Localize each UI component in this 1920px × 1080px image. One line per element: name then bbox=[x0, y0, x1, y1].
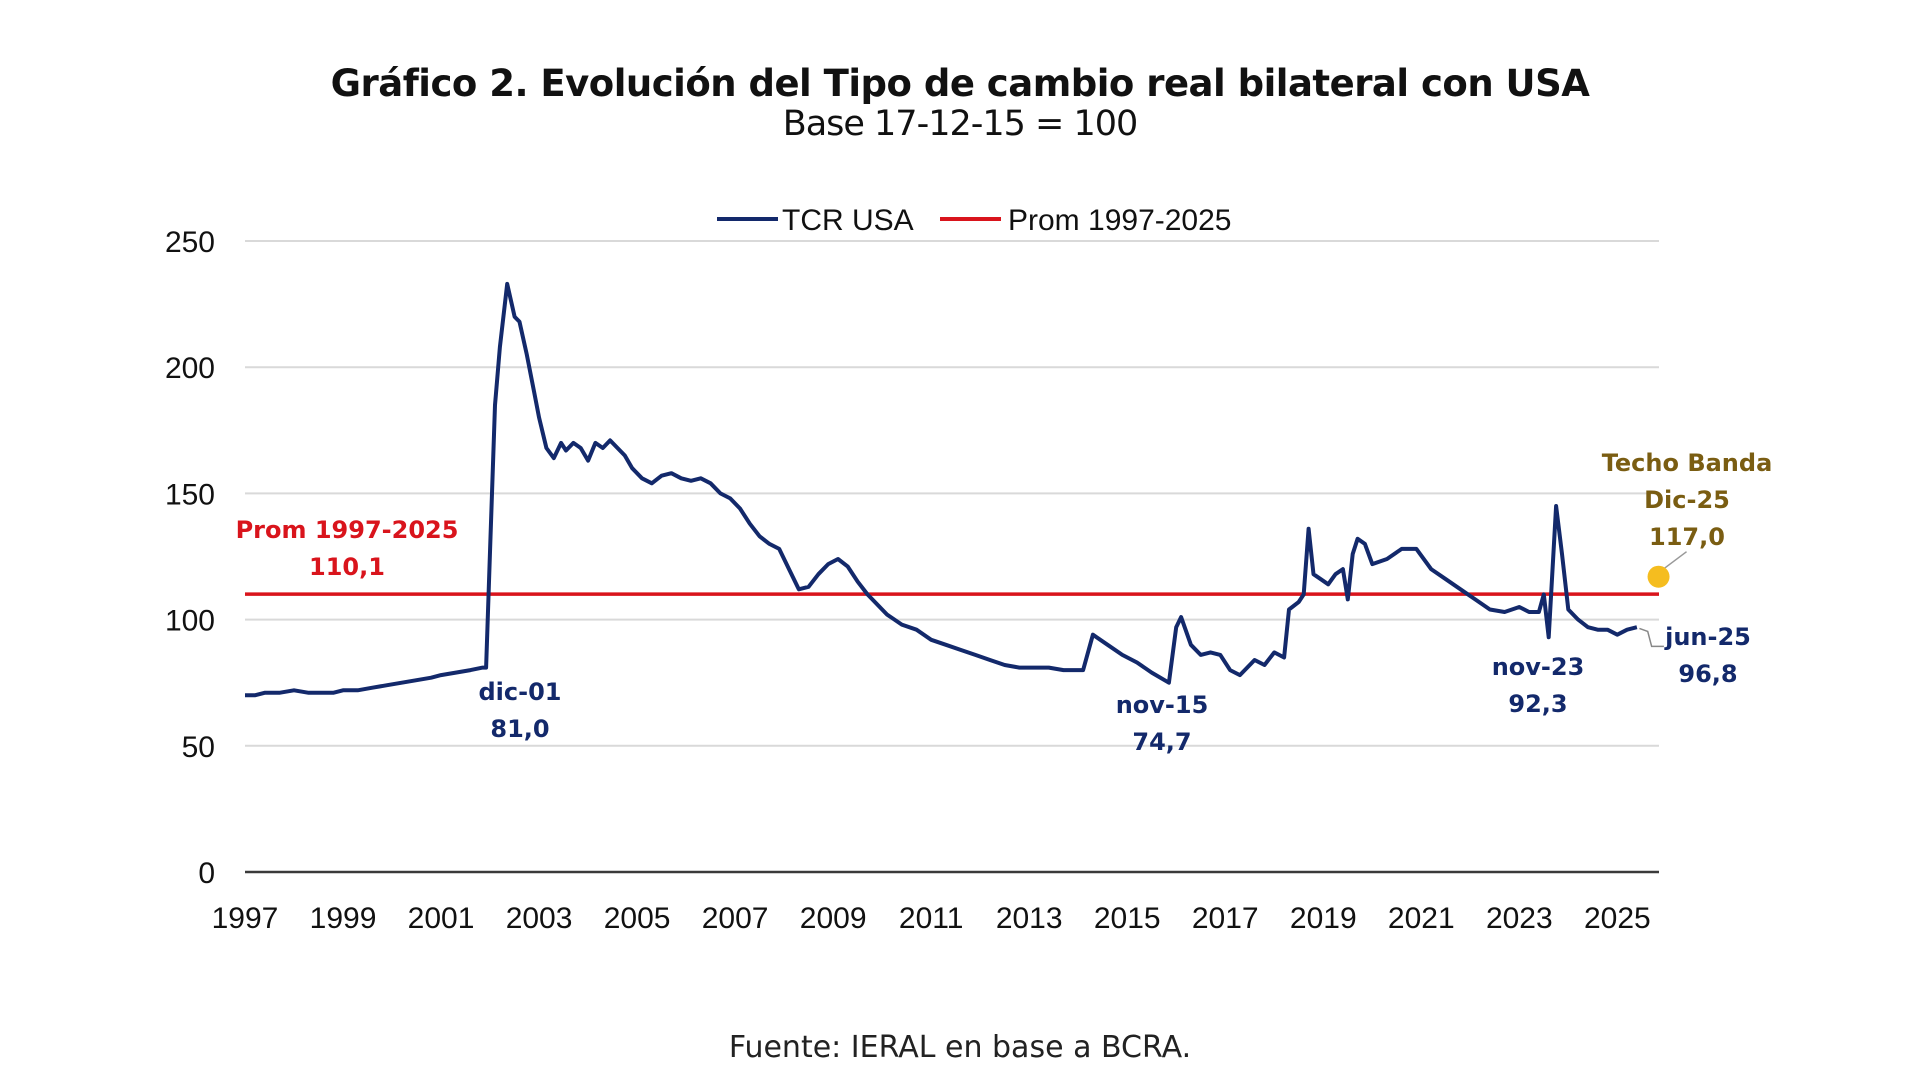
x-tick-label: 1997 bbox=[212, 902, 279, 935]
annotation-nov23-line: 92,3 bbox=[1508, 690, 1567, 718]
x-axis-ticks: 1997 1999 2001 2003 2005 2007 2009 2011 2013 2015… bbox=[212, 902, 1651, 935]
x-tick-label: 2017 bbox=[1192, 902, 1259, 935]
y-tick-label: 250 bbox=[165, 226, 215, 259]
x-tick-label: 2015 bbox=[1094, 902, 1161, 935]
legend-label-prom: Prom 1997-2025 bbox=[1008, 204, 1231, 237]
source-note: Fuente: IERAL en base a BCRA. bbox=[728, 1030, 1192, 1065]
y-axis-ticks: 0 50 100 150 200 250 bbox=[165, 226, 215, 890]
annotation-jun25-line: 96,8 bbox=[1678, 660, 1737, 688]
series-line-tcr-usa bbox=[245, 281, 1638, 698]
gridlines bbox=[245, 240, 1659, 747]
x-tick-label: 2025 bbox=[1584, 902, 1651, 935]
chart-title: Gráfico 2. Evolución del Tipo de cambio … bbox=[330, 62, 1590, 105]
x-tick-label: 1999 bbox=[310, 902, 377, 935]
annotation-techo: Techo Banda Dic-25 117,0 bbox=[1602, 449, 1773, 551]
chart-subtitle: Base 17-12-15 = 100 bbox=[782, 104, 1139, 144]
annotation-prom-line: 110,1 bbox=[309, 553, 385, 581]
y-tick-label: 50 bbox=[182, 731, 215, 764]
x-tick-label: 2001 bbox=[408, 902, 475, 935]
annotation-nov15-line: nov-15 bbox=[1116, 691, 1209, 719]
x-tick-label: 2011 bbox=[899, 902, 964, 935]
annotation-nov15-line: 74,7 bbox=[1132, 728, 1191, 756]
annotation-prom: Prom 1997-2025 110,1 bbox=[236, 516, 459, 581]
annotation-techo-line: Dic-25 bbox=[1644, 486, 1730, 514]
y-tick-label: 0 bbox=[198, 857, 215, 890]
annotation-dic01-line: dic-01 bbox=[479, 678, 562, 706]
annotation-jun25-line: jun-25 bbox=[1664, 623, 1751, 651]
x-tick-label: 2023 bbox=[1486, 902, 1553, 935]
y-tick-label: 150 bbox=[165, 478, 215, 511]
x-tick-label: 2013 bbox=[996, 902, 1063, 935]
annotations: Prom 1997-2025110,1dic-0181,0nov-1574,7n… bbox=[236, 449, 1773, 756]
techo-banda-point bbox=[1647, 565, 1670, 588]
annotation-nov23: nov-23 92,3 bbox=[1492, 653, 1585, 718]
annotation-dic01: dic-01 81,0 bbox=[479, 678, 562, 743]
annotation-techo-line: 117,0 bbox=[1649, 523, 1725, 551]
annotation-techo-line: Techo Banda bbox=[1602, 449, 1773, 477]
x-tick-label: 2007 bbox=[702, 902, 769, 935]
annotation-nov15: nov-15 74,7 bbox=[1116, 691, 1209, 756]
x-tick-label: 2005 bbox=[604, 902, 671, 935]
leader-line-jun25 bbox=[1639, 627, 1664, 648]
annotation-prom-line: Prom 1997-2025 bbox=[236, 516, 459, 544]
x-tick-label: 2021 bbox=[1388, 902, 1455, 935]
annotation-jun25: jun-25 96,8 bbox=[1664, 623, 1751, 688]
annotation-nov23-line: nov-23 bbox=[1492, 653, 1585, 681]
x-tick-label: 2009 bbox=[800, 902, 867, 935]
legend-label-tcr-usa: TCR USA bbox=[782, 204, 914, 237]
x-tick-label: 2019 bbox=[1290, 902, 1357, 935]
legend: TCR USA Prom 1997-2025 bbox=[717, 204, 1231, 237]
x-tick-label: 2003 bbox=[506, 902, 573, 935]
annotation-dic01-line: 81,0 bbox=[490, 715, 549, 743]
y-tick-label: 200 bbox=[165, 352, 215, 385]
y-tick-label: 100 bbox=[165, 605, 215, 638]
